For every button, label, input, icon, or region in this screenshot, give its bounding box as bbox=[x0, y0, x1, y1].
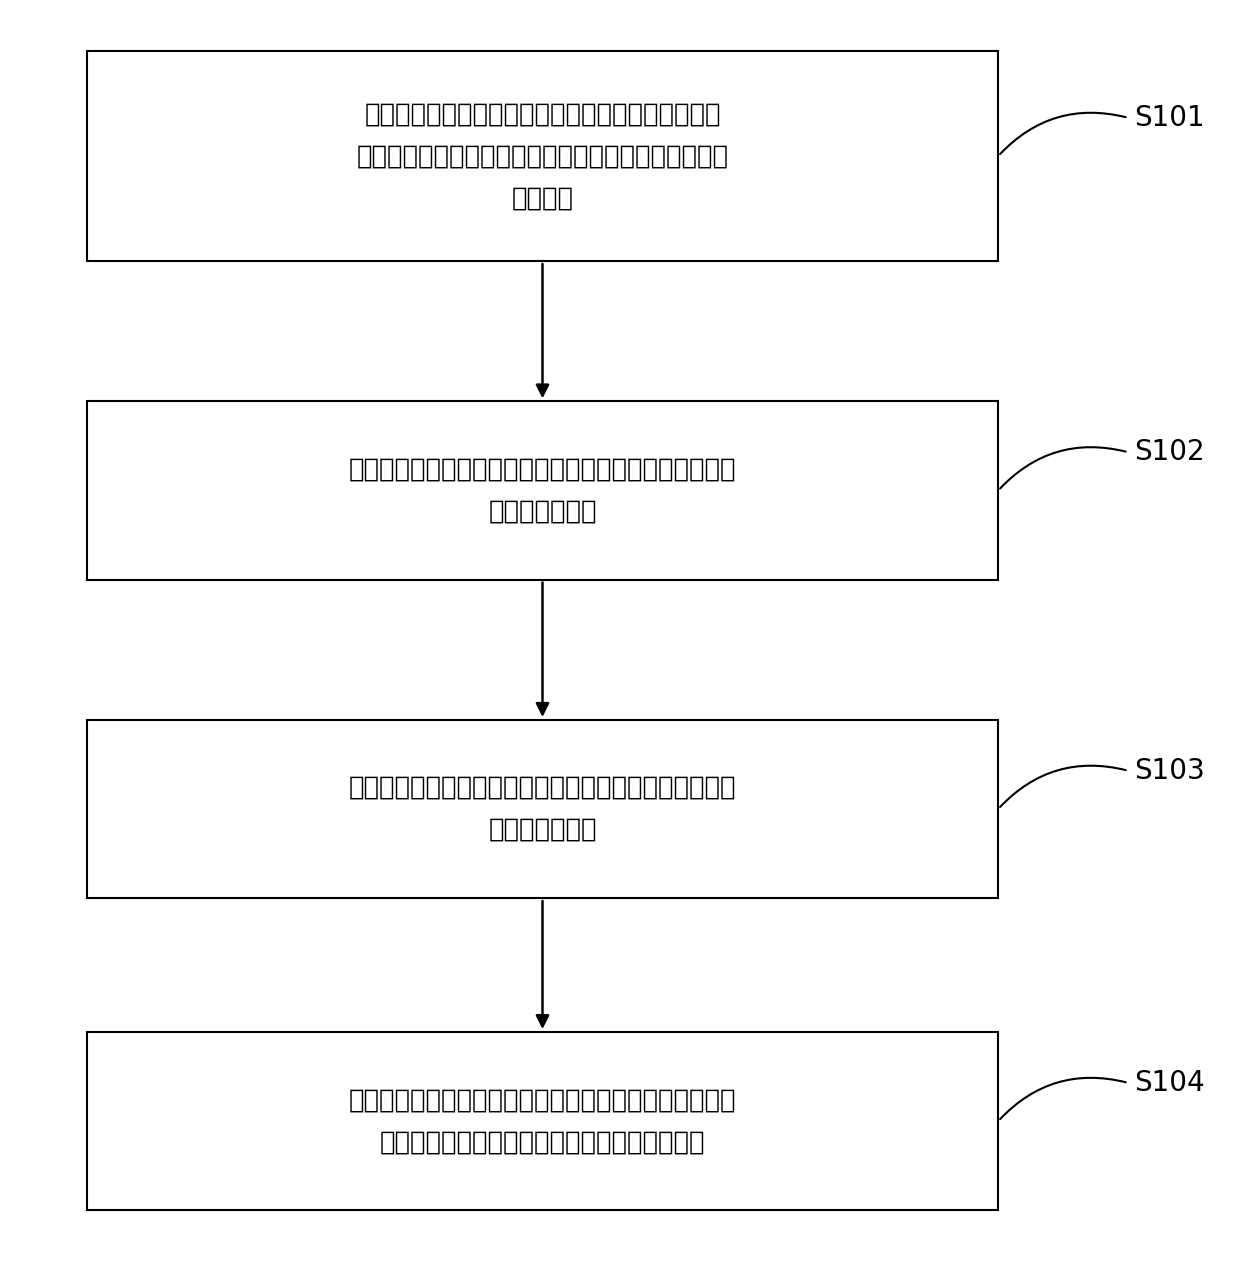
FancyBboxPatch shape bbox=[87, 401, 998, 580]
Text: 根据飞行轨迹，制导武器在发射后飞抵虚拟目标位置后，
开启转弯程序，再根据对攻击目标进行侧向攻击: 根据飞行轨迹，制导武器在发射后飞抵虚拟目标位置后， 开启转弯程序，再根据对攻击目… bbox=[348, 1087, 737, 1156]
Text: S101: S101 bbox=[1135, 104, 1205, 131]
Text: 根据虚拟目标位置、攻击目标位置和飞行状态，确定制导
武器的飞行轨迹: 根据虚拟目标位置、攻击目标位置和飞行状态，确定制导 武器的飞行轨迹 bbox=[348, 775, 737, 843]
Text: 根据上述飞行状态和，通过弹道仿真迭代计算的方式，确
定虚拟目标位置: 根据上述飞行状态和，通过弹道仿真迭代计算的方式，确 定虚拟目标位置 bbox=[348, 456, 737, 525]
FancyArrowPatch shape bbox=[1001, 1078, 1126, 1119]
Text: S102: S102 bbox=[1135, 438, 1205, 466]
FancyArrowPatch shape bbox=[1001, 766, 1126, 806]
Text: S103: S103 bbox=[1135, 757, 1205, 785]
Text: 获取攻击目标位置、预定侧向约束角和飞行器的实时
飞行状态，其中，飞行状态包括飞行器的位置、速度、
风场条件: 获取攻击目标位置、预定侧向约束角和飞行器的实时 飞行状态，其中，飞行状态包括飞行… bbox=[357, 101, 729, 211]
FancyBboxPatch shape bbox=[87, 1032, 998, 1210]
FancyBboxPatch shape bbox=[87, 51, 998, 261]
Text: S104: S104 bbox=[1135, 1069, 1205, 1097]
FancyBboxPatch shape bbox=[87, 720, 998, 898]
FancyArrowPatch shape bbox=[1001, 113, 1126, 154]
FancyArrowPatch shape bbox=[1001, 447, 1126, 488]
